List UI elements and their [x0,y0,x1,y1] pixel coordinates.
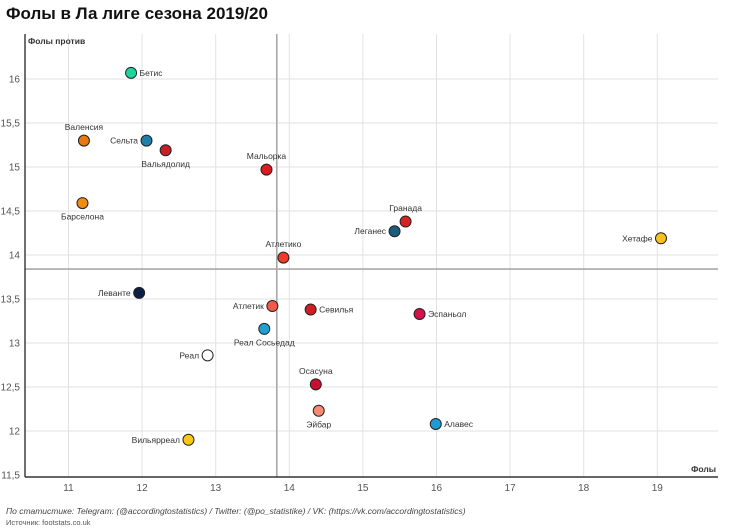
x-tick-label: 12 [137,483,149,494]
data-point [309,378,322,391]
y-axis-title: Фолы против [28,36,85,46]
data-point [76,197,89,210]
data-point [413,307,426,320]
x-tick-label: 11 [63,483,74,494]
y-tick-label: 13,5 [1,295,21,306]
x-axis-title: Фолы [691,464,716,474]
x-tick-label: 17 [505,483,517,494]
point-label: Барселона [61,212,104,222]
source-text: Источник: footstats.co.uk [6,518,91,527]
point-label: Атлетико [266,239,302,249]
y-tick-label: 13 [9,339,21,350]
data-point [266,300,279,313]
point-label: Бетис [140,68,164,78]
point-label: Севилья [319,305,354,315]
data-point [654,232,667,245]
data-points [76,66,667,446]
y-tick-label: 14,5 [1,207,21,218]
data-point [388,225,401,238]
y-tick-label: 16 [9,75,21,86]
data-point [182,433,195,446]
data-point [258,322,271,335]
point-label: Реал Сосьедад [234,337,295,347]
point-label: Эйбар [306,419,331,429]
point-labels: Бетис Валенсия Сельта Вальядолид Барселона Ма… [61,68,653,445]
reference-lines [25,34,718,477]
data-point [312,404,325,417]
point-label: Леганес [354,226,386,236]
x-tick-label: 16 [431,483,443,494]
y-tick-label: 14 [9,251,21,262]
data-point [304,303,317,316]
point-label: Осасуна [299,366,333,376]
point-label: Алавес [444,419,474,429]
chart-title: Фолы в Ла лиге сезона 2019/20 [6,4,268,23]
x-tick-labels: 11 12 13 14 15 16 17 18 19 [63,483,663,494]
data-point [201,349,214,362]
data-point [277,251,290,264]
data-point [159,144,172,157]
axes [24,34,718,478]
point-label: Валенсия [65,122,104,132]
data-point [140,134,153,147]
data-point [125,66,138,79]
point-label: Гранада [389,203,422,213]
credit-text: По статистике: Telegram: (@accordingtost… [6,506,466,516]
data-point [429,417,442,430]
x-tick-label: 14 [284,483,296,494]
point-label: Мальорка [247,151,287,161]
data-point [399,215,412,228]
y-tick-labels: 11,5 12 12,5 13 13,5 14 14,5 15 15,5 16 [1,75,21,482]
y-tick-label: 12,5 [1,383,21,394]
y-tick-label: 11,5 [1,471,20,482]
x-tick-label: 18 [578,483,590,494]
y-tick-label: 15 [9,163,21,174]
data-point [260,163,273,176]
x-tick-label: 19 [652,483,664,494]
point-label: Вильярреал [132,435,180,445]
scatter-chart: 11 12 13 14 15 16 17 18 19 11,5 12 12,5 13 13,5 14 14,… [1,34,718,494]
point-label: Леванте [98,288,131,298]
y-tick-label: 12 [9,427,21,438]
point-label: Атлетик [233,301,264,311]
x-tick-label: 13 [210,483,222,494]
y-tick-label: 15,5 [1,119,21,130]
point-label: Сельта [110,136,138,146]
y-gridlines [25,78,718,432]
point-label: Реал [179,350,199,360]
point-label: Хетафе [622,233,653,243]
data-point [77,134,90,147]
point-label: Эспаньол [428,309,466,319]
data-point [133,286,146,299]
point-label: Вальядолид [141,159,190,169]
x-tick-label: 15 [357,483,369,494]
